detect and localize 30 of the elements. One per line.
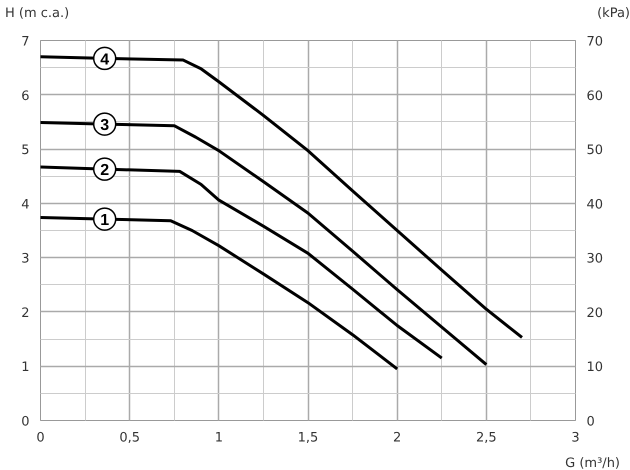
series-label: 1 (100, 212, 110, 230)
x-tick-label: 0 (36, 430, 45, 446)
y-tick-label: 5 (21, 143, 30, 158)
y2-tick-label: 30 (586, 252, 604, 267)
y2-tick-label: 50 (586, 143, 604, 158)
x-tick-label: 0,5 (119, 430, 140, 446)
y-axis-title: H (m c.a.) (5, 5, 70, 23)
y2-tick-label: 20 (586, 306, 604, 321)
y2-tick-label: 40 (586, 197, 604, 212)
y2-tick-label: 10 (586, 360, 604, 376)
x-tick-label: 2 (393, 430, 402, 446)
series-label: 3 (100, 117, 110, 134)
y-tick-label: 7 (21, 34, 30, 50)
y2-axis-title: (kPa) (597, 5, 630, 23)
y-tick-label: 2 (21, 306, 30, 321)
x-tick-label: 3 (571, 430, 580, 446)
x-axis-title: G (m³/h) (565, 455, 620, 470)
y-tick-label: 1 (21, 360, 30, 376)
y-tick-label: 0 (21, 414, 30, 430)
series-label: 4 (100, 51, 110, 68)
y2-tick-label: 70 (586, 34, 604, 50)
y-tick-label: 3 (21, 252, 30, 267)
y2-tick-label: 0 (586, 414, 595, 430)
x-tick-label: 2,5 (476, 430, 497, 446)
x-tick-label: 1,5 (298, 430, 318, 446)
y-tick-label: 4 (21, 197, 30, 212)
y2-tick-label: 60 (586, 88, 604, 104)
x-tick-label: 1 (214, 430, 223, 446)
series-label: 2 (100, 162, 110, 180)
y-tick-label: 6 (21, 88, 30, 104)
